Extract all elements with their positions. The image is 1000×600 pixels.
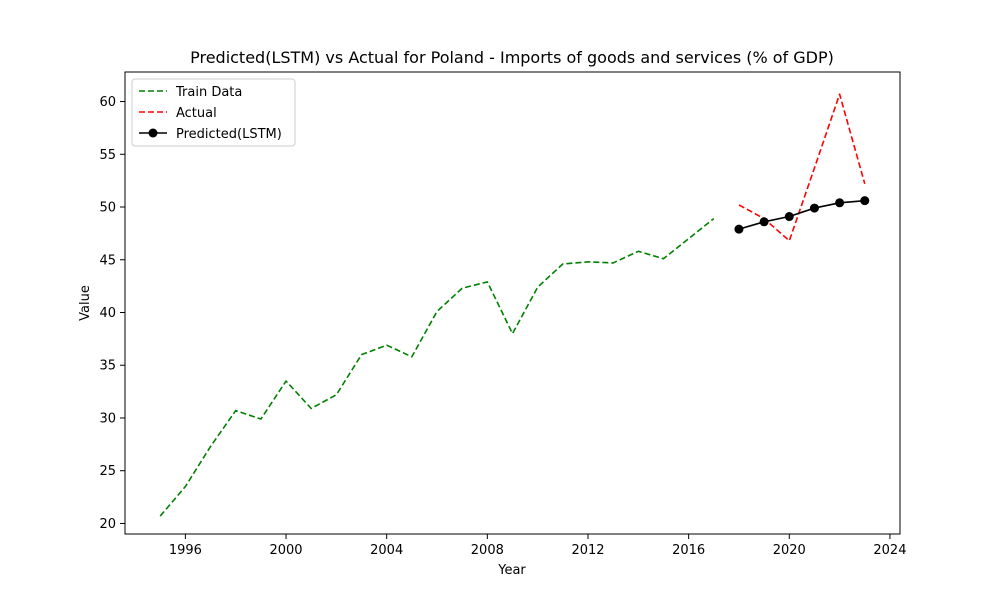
legend-item-predicted: Predicted(LSTM) — [139, 127, 282, 142]
series-line-train-data — [159, 217, 715, 517]
x-tick-label: 2004 — [370, 543, 403, 558]
x-tick-label: 2016 — [672, 543, 705, 558]
y-tick-label: 60 — [99, 95, 116, 110]
y-tick-label: 55 — [99, 148, 116, 163]
x-tick-label: 2012 — [571, 543, 604, 558]
y-tick-label: 50 — [99, 201, 116, 216]
x-tick-label: 2008 — [471, 543, 504, 558]
series-layer — [159, 93, 870, 517]
data-point-predicted-lstm — [759, 217, 769, 227]
legend-label-train-data: Train Data — [175, 85, 242, 100]
data-point-predicted-lstm — [835, 198, 845, 208]
legend-label-predicted: Predicted(LSTM) — [176, 127, 282, 142]
series-line-actual — [738, 93, 866, 242]
y-tick-label: 20 — [99, 517, 116, 532]
legend-item-actual: Actual — [139, 106, 217, 121]
x-tick-label: 1996 — [169, 543, 202, 558]
legend-label-actual: Actual — [176, 106, 217, 121]
legend-item-train-data: Train Data — [139, 85, 242, 100]
y-tick-label: 35 — [99, 359, 116, 374]
data-point-predicted-lstm — [734, 224, 744, 234]
y-tick-label: 25 — [99, 464, 116, 479]
y-tick-label: 40 — [99, 306, 116, 321]
x-tick-label: 2000 — [269, 543, 302, 558]
legend-box — [131, 78, 296, 147]
data-point-predicted-lstm — [809, 203, 819, 213]
axes-frame — [124, 71, 901, 535]
legend-marker-predicted — [148, 128, 158, 138]
data-point-predicted-lstm — [860, 196, 870, 206]
x-axis-label: Year — [497, 563, 526, 578]
data-point-predicted-lstm — [784, 212, 794, 222]
chart-title: Predicted(LSTM) vs Actual for Poland - I… — [190, 48, 834, 67]
y-tick-label: 30 — [99, 411, 116, 426]
y-tick-label: 45 — [99, 253, 116, 268]
y-axis-label: Value — [78, 285, 93, 321]
x-tick-label: 2020 — [773, 543, 806, 558]
plot-area: 1996 2000 2004 2008 2012 2016 2020 2024 20 25 30 3… — [99, 71, 906, 558]
legend: Train Data Actual Predicted(LSTM) — [131, 78, 296, 147]
x-axis: 1996 2000 2004 2008 2012 2016 2020 2024 — [169, 534, 906, 558]
x-tick-label: 2024 — [873, 543, 906, 558]
y-axis: 20 25 30 35 40 45 50 55 60 — [99, 95, 125, 532]
